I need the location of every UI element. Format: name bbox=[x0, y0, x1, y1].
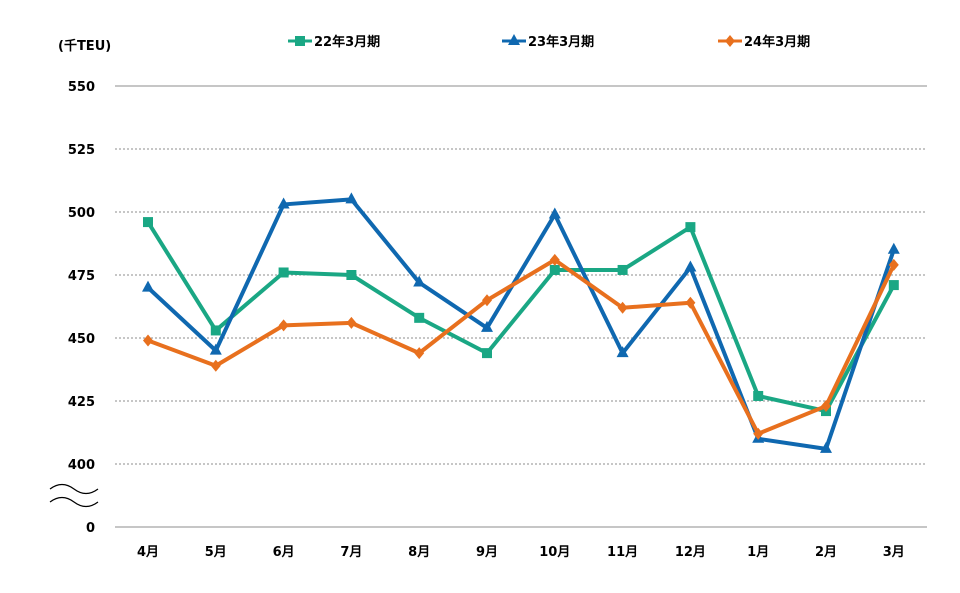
gridlines bbox=[115, 85, 927, 528]
data-point-marker bbox=[548, 207, 561, 219]
y-unit-label: (千TEU) bbox=[58, 38, 111, 54]
data-point-marker bbox=[278, 267, 289, 278]
y-tick-label: 475 bbox=[68, 269, 95, 284]
data-point-marker bbox=[753, 427, 764, 440]
x-tick-label: 10月 bbox=[539, 545, 570, 560]
data-point-marker bbox=[685, 296, 696, 309]
data-point-marker bbox=[414, 312, 425, 323]
y-tick-label: 0 bbox=[86, 521, 95, 536]
data-point-marker bbox=[278, 319, 289, 332]
data-point-marker bbox=[616, 346, 629, 358]
y-tick-label: 400 bbox=[68, 458, 95, 473]
series-23年3月期 bbox=[142, 192, 900, 453]
data-point-marker bbox=[549, 253, 560, 266]
data-point-marker bbox=[413, 275, 426, 287]
x-tick-label: 5月 bbox=[205, 545, 227, 560]
x-tick-label: 1月 bbox=[747, 545, 769, 560]
y-tick-label: 450 bbox=[68, 332, 95, 347]
data-point-marker bbox=[345, 192, 358, 204]
x-tick-label: 9月 bbox=[476, 545, 498, 560]
data-point-marker bbox=[887, 242, 900, 254]
data-point-marker bbox=[549, 264, 560, 275]
data-point-marker bbox=[346, 270, 357, 280]
x-tick-label: 11月 bbox=[607, 545, 638, 560]
data-point-marker bbox=[753, 390, 764, 401]
legend: 22年3月期 23年3月期 24年3月期 bbox=[288, 34, 810, 50]
data-point-marker bbox=[820, 441, 832, 453]
x-axis-ticks: 4月 5月 6月 7月 8月 9月 10月 11月 12月 1月 2月 3月 bbox=[137, 545, 905, 560]
x-tick-label: 2月 bbox=[815, 545, 837, 560]
x-tick-label: 12月 bbox=[675, 545, 706, 560]
data-point-marker bbox=[888, 280, 899, 291]
data-point-marker bbox=[617, 264, 628, 275]
series-layer bbox=[142, 192, 900, 453]
y-tick-label: 425 bbox=[68, 395, 95, 410]
x-tick-label: 7月 bbox=[340, 545, 362, 560]
data-point-marker bbox=[143, 334, 153, 347]
x-tick-label: 4月 bbox=[137, 545, 159, 560]
data-point-marker bbox=[295, 36, 305, 46]
data-point-marker bbox=[617, 301, 628, 314]
x-tick-label: 6月 bbox=[273, 545, 295, 560]
data-point-marker bbox=[725, 35, 735, 47]
data-point-marker bbox=[481, 320, 493, 332]
series-22年3月期 bbox=[143, 217, 899, 417]
axis-break-icon bbox=[49, 483, 99, 508]
data-point-marker bbox=[414, 347, 425, 360]
data-point-marker bbox=[685, 222, 696, 233]
data-point-marker bbox=[821, 400, 831, 413]
legend-label: 23年3月期 bbox=[528, 34, 594, 50]
legend-label: 24年3月期 bbox=[744, 34, 810, 50]
y-axis-ticks: 550 525 500 475 450 425 400 0 bbox=[68, 80, 95, 536]
series-line bbox=[147, 257, 896, 436]
data-point-marker bbox=[209, 343, 222, 355]
series-line bbox=[146, 197, 896, 451]
data-point-marker bbox=[346, 316, 357, 329]
data-point-marker bbox=[482, 348, 492, 359]
data-point-marker bbox=[684, 260, 697, 272]
series-24年3月期 bbox=[143, 253, 899, 440]
data-point-marker bbox=[508, 34, 520, 45]
y-tick-label: 500 bbox=[68, 206, 95, 221]
data-point-marker bbox=[888, 258, 899, 271]
data-point-marker bbox=[482, 294, 492, 307]
y-tick-label: 525 bbox=[68, 143, 95, 158]
data-point-marker bbox=[210, 359, 221, 372]
data-point-marker bbox=[143, 217, 153, 228]
x-tick-label: 3月 bbox=[883, 545, 905, 560]
data-point-marker bbox=[210, 325, 221, 336]
series-line bbox=[146, 221, 896, 414]
data-point-marker bbox=[142, 280, 154, 292]
data-point-marker bbox=[277, 197, 290, 209]
x-tick-label: 8月 bbox=[408, 545, 430, 560]
y-tick-label: 550 bbox=[68, 80, 95, 95]
legend-label: 22年3月期 bbox=[314, 34, 380, 50]
